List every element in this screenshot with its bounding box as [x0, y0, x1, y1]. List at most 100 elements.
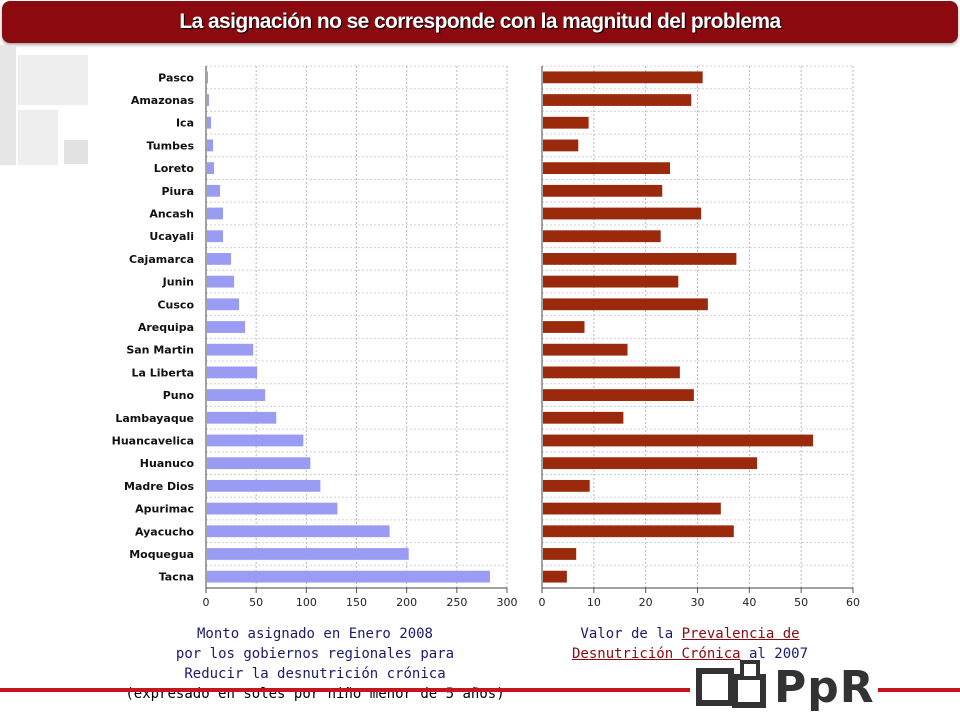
prevalencia-bar — [543, 343, 628, 356]
prevalencia-bar — [543, 411, 624, 424]
region-label: Moquegua — [129, 548, 194, 561]
caption-line: por los gobiernos regionales para — [175, 646, 455, 662]
caption-line: Monto asignado en Enero 2008 — [196, 626, 433, 642]
asignacion-bar — [207, 548, 409, 560]
region-label: Apurimac — [135, 503, 194, 516]
prevalencia-tick-label: 0 — [539, 596, 546, 609]
prevalencia-bar — [543, 230, 661, 243]
prevalencia-bar — [543, 321, 585, 333]
region-label: Madre Dios — [124, 480, 194, 493]
prevalencia-bar — [543, 389, 694, 401]
asignacion-bar — [207, 162, 215, 175]
logo-text: PpR — [774, 662, 875, 713]
region-label: Ica — [176, 117, 194, 130]
prevalencia-bar — [543, 434, 814, 447]
region-label: Amazonas — [131, 94, 195, 107]
right-chart-caption: Valor de la Prevalencia de Desnutrición … — [540, 624, 840, 664]
region-label: Loreto — [154, 162, 195, 175]
footer-divider — [0, 688, 690, 692]
left-chart-caption: Monto asignado en Enero 2008 por los gob… — [60, 624, 570, 704]
region-label: Ayacucho — [135, 525, 194, 538]
footer-divider — [878, 688, 960, 692]
region-label: Huancavelica — [112, 434, 194, 447]
asignacion-bar — [207, 116, 212, 129]
asignacion-tick-label: 0 — [203, 596, 210, 609]
asignacion-bar — [207, 94, 210, 106]
asignacion-bar — [207, 230, 224, 243]
prevalencia-bar — [543, 275, 679, 288]
prevalencia-bar — [543, 207, 702, 220]
asignacion-tick-label: 50 — [249, 596, 263, 609]
region-label: Arequipa — [138, 321, 194, 334]
region-label: Junin — [162, 276, 194, 289]
asignacion-bar — [207, 479, 321, 492]
decorative-shape — [64, 140, 88, 164]
region-label: Puno — [163, 389, 195, 402]
prevalencia-tick-label: 40 — [742, 596, 756, 609]
caption-text: al 2007 — [740, 646, 808, 662]
asignacion-bar — [207, 366, 258, 379]
region-label: La Liberta — [132, 366, 194, 379]
prevalencia-bar — [543, 548, 577, 560]
asignacion-tick-label: 100 — [296, 596, 317, 609]
ppr-logo: PpR — [694, 660, 874, 713]
asignacion-bar — [207, 207, 224, 220]
prevalencia-bar — [543, 502, 721, 515]
prevalencia-bar — [543, 116, 589, 129]
prevalencia-bar — [543, 184, 663, 197]
prevalencia-bar — [543, 366, 680, 379]
region-label: Huanuco — [140, 457, 195, 470]
prevalencia-bar — [543, 457, 758, 470]
region-label: Piura — [161, 185, 194, 198]
prevalencia-bar — [543, 479, 590, 492]
region-label: San Martin — [126, 344, 194, 357]
asignacion-bar — [207, 434, 304, 447]
prevalencia-bar — [543, 253, 737, 265]
asignacion-bar — [207, 139, 214, 152]
region-label: Cusco — [157, 298, 194, 311]
asignacion-bar — [207, 411, 277, 424]
prevalencia-tick-label: 50 — [794, 596, 808, 609]
prevalencia-bar — [543, 525, 734, 538]
prevalencia-bar — [543, 139, 579, 152]
asignacion-bar — [207, 457, 311, 470]
asignacion-bar — [207, 502, 338, 515]
asignacion-tick-label: 300 — [497, 596, 518, 609]
slide-title: La asignación no se corresponde con la m… — [179, 10, 781, 33]
region-label: Tumbes — [147, 139, 195, 152]
region-label: Ancash — [149, 208, 194, 221]
asignacion-bar — [207, 570, 490, 583]
asignacion-bar — [207, 275, 235, 288]
region-label: Tacna — [159, 571, 194, 584]
decorative-shape — [18, 110, 58, 165]
asignacion-bar — [207, 389, 266, 401]
caption-text: Valor de la — [580, 626, 682, 642]
logo-square-icon — [696, 668, 734, 706]
region-label: Lambayaque — [115, 412, 194, 425]
asignacion-bar — [207, 298, 240, 311]
prevalencia-tick-label: 20 — [639, 596, 653, 609]
prevalencia-bar — [543, 162, 671, 175]
title-bar: La asignación no se corresponde con la m… — [2, 1, 958, 43]
caption-line: Reducir la desnutrición crónica — [184, 666, 446, 682]
prevalencia-bar — [543, 570, 567, 583]
asignacion-bar — [207, 321, 246, 333]
prevalencia-bar — [543, 94, 692, 106]
region-label: Ucayali — [149, 230, 194, 243]
prevalencia-tick-label: 10 — [587, 596, 601, 609]
prevalencia-tick-label: 30 — [691, 596, 705, 609]
prevalencia-bar — [543, 71, 703, 84]
asignacion-bar — [207, 343, 254, 356]
decorative-shape — [0, 45, 16, 165]
region-label: Pasco — [158, 71, 194, 84]
asignacion-tick-label: 200 — [396, 596, 417, 609]
logo-square-icon — [740, 660, 760, 680]
asignacion-tick-label: 150 — [346, 596, 367, 609]
asignacion-bar — [207, 525, 390, 538]
region-label: Cajamarca — [129, 253, 194, 266]
prevalencia-bar — [543, 298, 708, 311]
asignacion-bar — [207, 71, 209, 84]
prevalence-link[interactable]: Desnutrición Crónica — [571, 646, 741, 662]
prevalence-link[interactable]: Prevalencia de — [681, 626, 800, 642]
